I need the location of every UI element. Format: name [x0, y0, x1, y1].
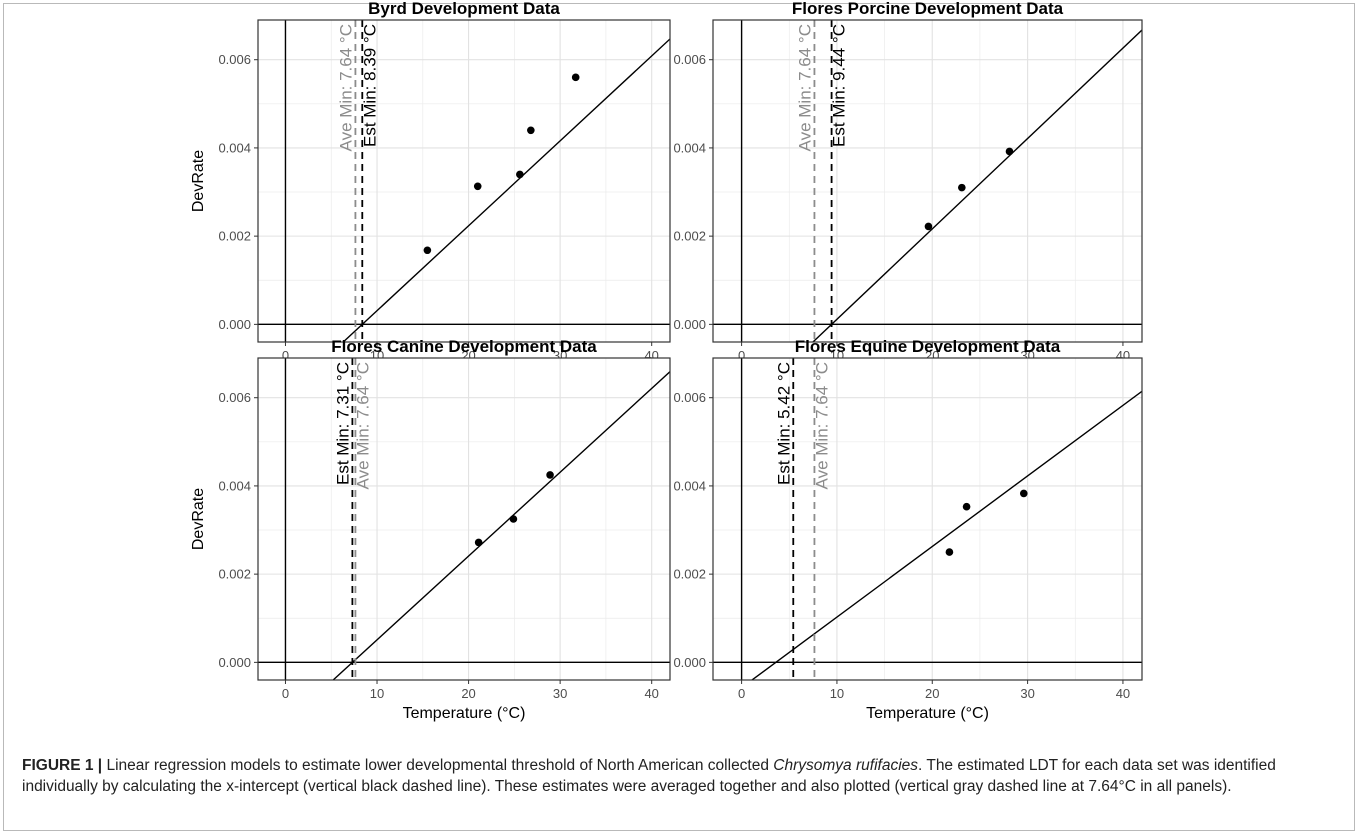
figure-caption: FIGURE 1 | Linear regression models to e… — [22, 755, 1342, 797]
panel-3-y-tick-label: 0.006 — [218, 390, 251, 405]
panel-2-est-min-label: Est Min: 9.44 °C — [830, 24, 849, 147]
panel-3-x-tick-label: 30 — [553, 686, 567, 701]
panel-4-y-tick-label: 0.004 — [673, 478, 706, 493]
panel-3-est-min-label: Est Min: 7.31 °C — [333, 362, 352, 485]
panel-2-title: Flores Porcine Development Data — [792, 0, 1064, 18]
panel-4-y-tick-label: 0.002 — [673, 567, 706, 582]
panel-4-plot-area — [713, 358, 1142, 680]
panel-3-y-tick-label: 0.000 — [218, 655, 251, 670]
panel-1-y-tick-label: 0.000 — [218, 317, 251, 332]
panel-3-plot-area — [258, 358, 670, 680]
panel-4-data-point — [1019, 489, 1028, 498]
panel-4-x-tick-label: 30 — [1020, 686, 1034, 701]
panel-1-ave-min-label: Ave Min: 7.64 °C — [336, 24, 355, 151]
panel-4-x-tick-label: 10 — [830, 686, 844, 701]
panel-1-est-min-label: Est Min: 8.39 °C — [360, 24, 379, 147]
panel-2-plot-area — [713, 20, 1142, 342]
panel-3-x-tick-label: 20 — [461, 686, 475, 701]
panel-1-data-point — [423, 246, 432, 255]
figure-frame — [3, 3, 1355, 831]
panel-4-border — [712, 357, 1143, 681]
panel-4-regression-line — [750, 390, 1142, 680]
panel-4-data-point — [962, 502, 971, 511]
panel-2-background — [713, 20, 1142, 342]
panel-1-y-axis-label: DevRate — [190, 150, 207, 212]
panel-4-y-tick-label: 0.000 — [673, 655, 706, 670]
panel-3-y-tick-label: 0.004 — [218, 478, 251, 493]
panel-1-border — [257, 19, 671, 343]
panel-4-est-min-label: Est Min: 5.42 °C — [774, 362, 793, 485]
panel-3-title: Flores Canine Development Data — [331, 337, 597, 356]
panel-3-ave-min-label: Ave Min: 7.64 °C — [353, 362, 372, 489]
panel-3-x-tick-label: 10 — [370, 686, 384, 701]
panel-4-x-tick-label: 20 — [925, 686, 939, 701]
panel-1-plot-area — [258, 20, 670, 342]
panel-3-background — [258, 358, 670, 680]
panel-4-background — [713, 358, 1142, 680]
panel-1-background — [258, 20, 670, 342]
panel-3-y-tick-label: 0.002 — [218, 567, 251, 582]
panel-2-data-point — [958, 183, 966, 192]
panel-2-y-tick-label: 0.002 — [673, 229, 706, 244]
panel-2-border — [712, 19, 1143, 343]
panel-1-title: Byrd Development Data — [368, 0, 560, 18]
panel-1: Ave Min: 7.64 °C Est Min: 8.39 °C0 10 20 30 4… — [190, 0, 671, 363]
caption-text-1: Linear regression models to estimate low… — [102, 757, 774, 774]
panel-3-data-point — [509, 515, 518, 523]
panel-2-data-point — [1005, 147, 1014, 156]
panel-3-border — [257, 357, 671, 681]
panel-4-y-tick-label: 0.006 — [673, 390, 706, 405]
panel-1-y-tick-label: 0.006 — [218, 52, 251, 67]
panel-2: Ave Min: 7.64 °C Est Min: 9.44 °C0 10 20 30 4… — [673, 0, 1143, 363]
panel-1-y-tick-label: 0.002 — [218, 229, 251, 244]
panel-3-data-point — [474, 538, 483, 547]
panel-2-data-point — [924, 222, 933, 231]
caption-species: Chrysomya rufifacies — [773, 757, 919, 774]
panel-3-y-axis-label: DevRate — [190, 488, 207, 550]
panel-4-x-tick-label: 0 — [738, 686, 745, 701]
panel-4-title: Flores Equine Development Data — [795, 337, 1061, 356]
panel-2-regression-line — [811, 29, 1142, 342]
panel-1-x-tick-label: 0 — [282, 348, 289, 363]
panel-4: Est Min: 5.42 °C Ave Min: 7.64 °C 0 10 20 30 4… — [673, 337, 1143, 722]
panel-1-y-tick-label: 0.004 — [218, 140, 251, 155]
panel-4-x-tick-label: 40 — [1116, 686, 1130, 701]
panel-4-x-axis-label: Temperature (°C) — [866, 705, 989, 722]
panel-1-data-point — [527, 126, 535, 135]
panel-4-data-point — [945, 548, 954, 556]
panel-1-data-point — [473, 182, 482, 191]
panel-2-y-tick-label: 0.004 — [673, 140, 706, 155]
panel-3-data-point — [546, 471, 554, 479]
panel-3: Est Min: 7.31 °C Ave Min: 7.64 °C 0 10 20 30 4… — [190, 337, 671, 722]
panel-1-data-point — [516, 170, 524, 179]
panel-2-x-tick-label: 0 — [738, 348, 745, 363]
panel-3-x-tick-label: 0 — [282, 686, 289, 701]
panel-3-regression-line — [332, 371, 670, 680]
caption-text-2: . The estimated LDT for each data set wa… — [22, 757, 1276, 795]
panel-1-data-point — [571, 73, 580, 82]
panel-1-regression-line — [342, 38, 670, 342]
panel-3-x-tick-label: 40 — [644, 686, 658, 701]
panel-2-y-tick-label: 0.006 — [673, 52, 706, 67]
panel-2-y-tick-label: 0.000 — [673, 317, 706, 332]
panel-3-x-axis-label: Temperature (°C) — [403, 705, 526, 722]
caption-label: FIGURE 1 | — [22, 757, 103, 774]
panel-4-ave-min-label: Ave Min: 7.64 °C — [812, 362, 831, 489]
panel-2-ave-min-label: Ave Min: 7.64 °C — [795, 24, 814, 151]
